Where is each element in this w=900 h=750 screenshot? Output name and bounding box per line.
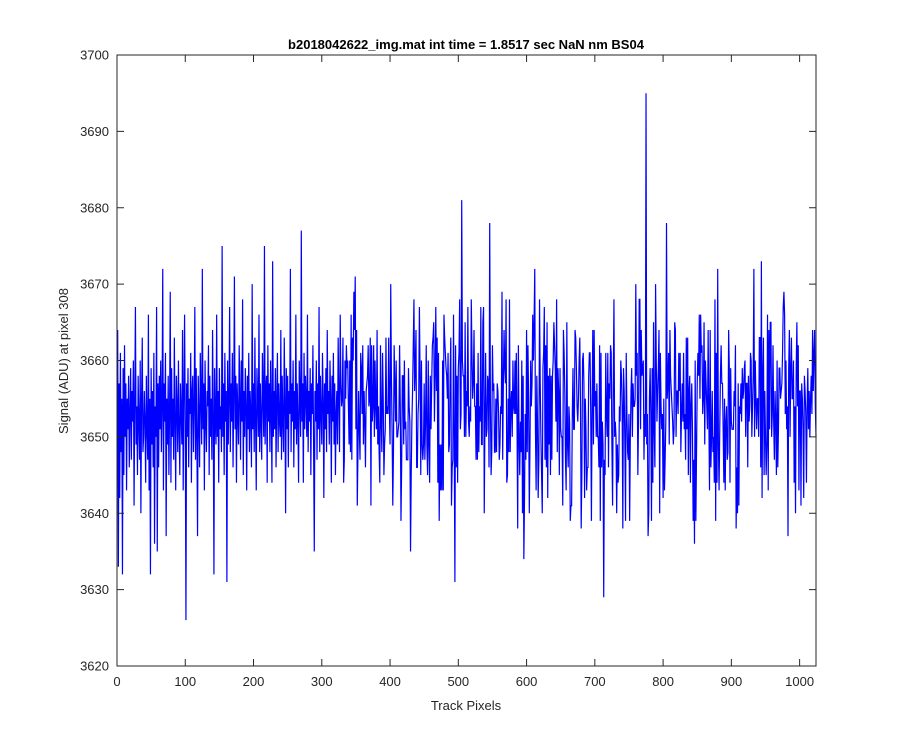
x-tick-label: 1000 — [785, 674, 814, 689]
x-tick-label: 400 — [379, 674, 401, 689]
y-tick-label: 3620 — [80, 659, 109, 674]
x-tick-label: 700 — [584, 674, 606, 689]
y-tick-label: 3680 — [80, 200, 109, 215]
x-axis-label: Track Pixels — [431, 698, 502, 713]
plot-frame — [116, 54, 817, 667]
x-tick-label: 300 — [311, 674, 333, 689]
y-tick-label: 3660 — [80, 353, 109, 368]
chart-title: b2018042622_img.mat int time = 1.8517 se… — [288, 37, 645, 52]
series-layer — [117, 93, 817, 621]
x-tick-label: 500 — [447, 674, 469, 689]
x-tick-label: 900 — [721, 674, 743, 689]
ticks-layer: 0 100 200 300 400 500 600 700 800 900 1000 3620 3630… — [80, 48, 816, 689]
y-tick-label: 3640 — [80, 506, 109, 521]
x-tick-label: 0 — [113, 674, 120, 689]
x-tick-label: 800 — [652, 674, 674, 689]
y-tick-label: 3670 — [80, 277, 109, 292]
x-tick-label: 200 — [243, 674, 265, 689]
y-tick-label: 3630 — [80, 582, 109, 597]
y-tick-label: 3650 — [80, 429, 109, 444]
x-tick-label: 600 — [516, 674, 538, 689]
series-line — [117, 93, 817, 621]
x-tick-label: 100 — [174, 674, 196, 689]
y-tick-label: 3690 — [80, 124, 109, 139]
y-tick-label: 3700 — [80, 48, 109, 63]
y-axis-label: Signal (ADU) at pixel 308 — [56, 288, 71, 434]
